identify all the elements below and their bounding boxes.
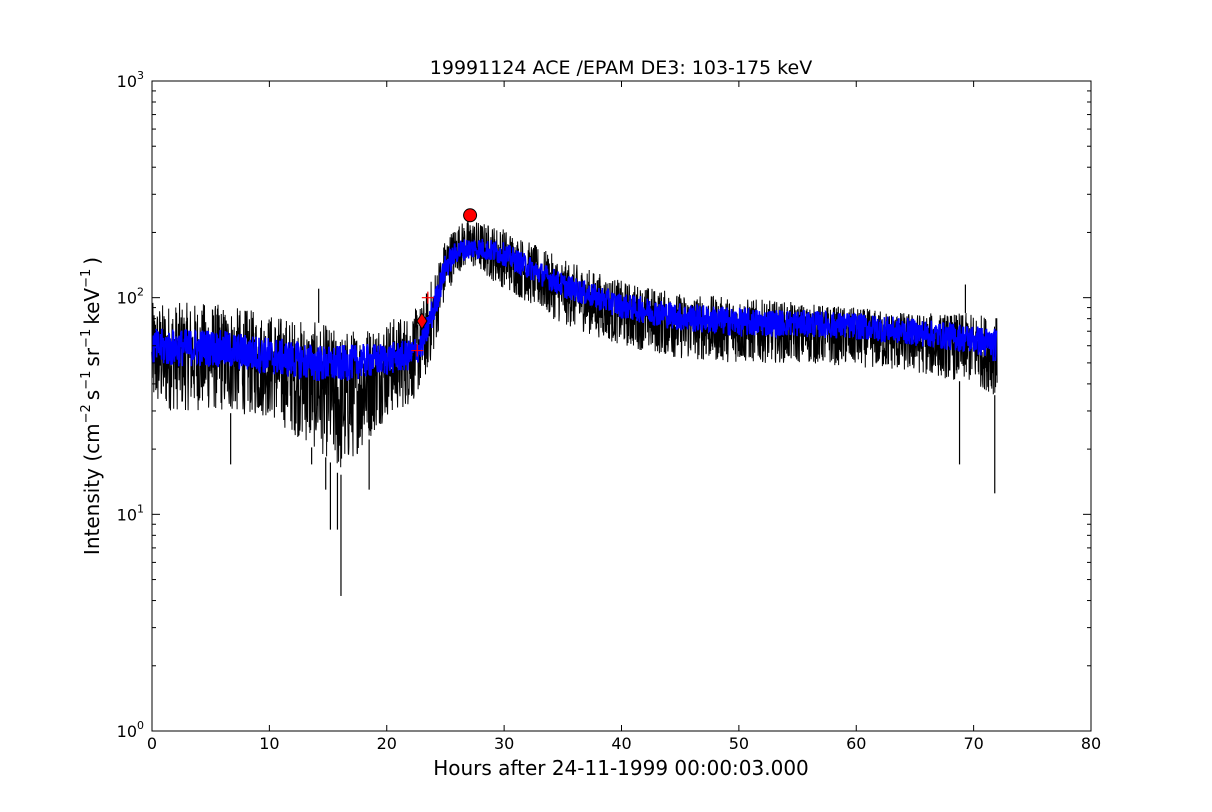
plot-area — [152, 81, 1091, 731]
x-tick-label: 0 — [147, 734, 157, 753]
x-axis-ticks: 0 10 20 30 40 50 60 70 80 — [147, 81, 1101, 753]
onset-marker — [416, 312, 428, 330]
y-label-exponent: −1 — [79, 269, 94, 288]
x-axis-label: Hours after 24-11-1999 00:00:03.000 — [433, 756, 809, 780]
y-label-exponent: −1 — [79, 329, 94, 348]
y-axis-label: Intensity (cm−2s−1sr−1keV−1) — [79, 257, 104, 555]
x-tick-label: 20 — [377, 734, 397, 753]
peak-marker — [463, 208, 478, 223]
y-label-exponent: −1 — [79, 371, 94, 390]
y-tick-label: 100 — [117, 719, 144, 741]
x-tick-label: 50 — [729, 734, 749, 753]
x-tick-label: 40 — [611, 734, 631, 753]
event-markers — [411, 208, 478, 357]
chart-title: 19991124 ACE /EPAM DE3: 103-175 keV — [430, 57, 812, 79]
y-tick-label: 101 — [117, 502, 144, 524]
smoothed-series — [151, 238, 998, 382]
x-tick-label: 30 — [494, 734, 514, 753]
y-tick-label: 103 — [117, 69, 144, 91]
x-tick-label: 60 — [846, 734, 866, 753]
y-axis-ticks: 100 101 102 103 — [117, 69, 1091, 741]
x-tick-label: 10 — [259, 734, 279, 753]
x-tick-label: 70 — [963, 734, 983, 753]
plus-marker — [411, 344, 424, 357]
plus-marker — [421, 291, 434, 304]
y-tick-label: 102 — [117, 286, 144, 308]
x-tick-label: 80 — [1081, 734, 1101, 753]
y-label-exponent: −2 — [79, 404, 94, 423]
smoothed-series-line — [151, 238, 998, 382]
